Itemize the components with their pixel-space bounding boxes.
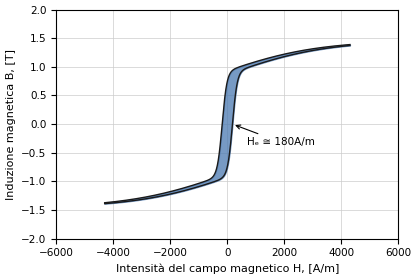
Text: Hₑ ≅ 180A/m: Hₑ ≅ 180A/m: [236, 125, 315, 148]
X-axis label: Intensità del campo magnetico H, [A/m]: Intensità del campo magnetico H, [A/m]: [116, 264, 339, 274]
Y-axis label: Induzione magnetica B, [T]: Induzione magnetica B, [T]: [5, 49, 15, 200]
